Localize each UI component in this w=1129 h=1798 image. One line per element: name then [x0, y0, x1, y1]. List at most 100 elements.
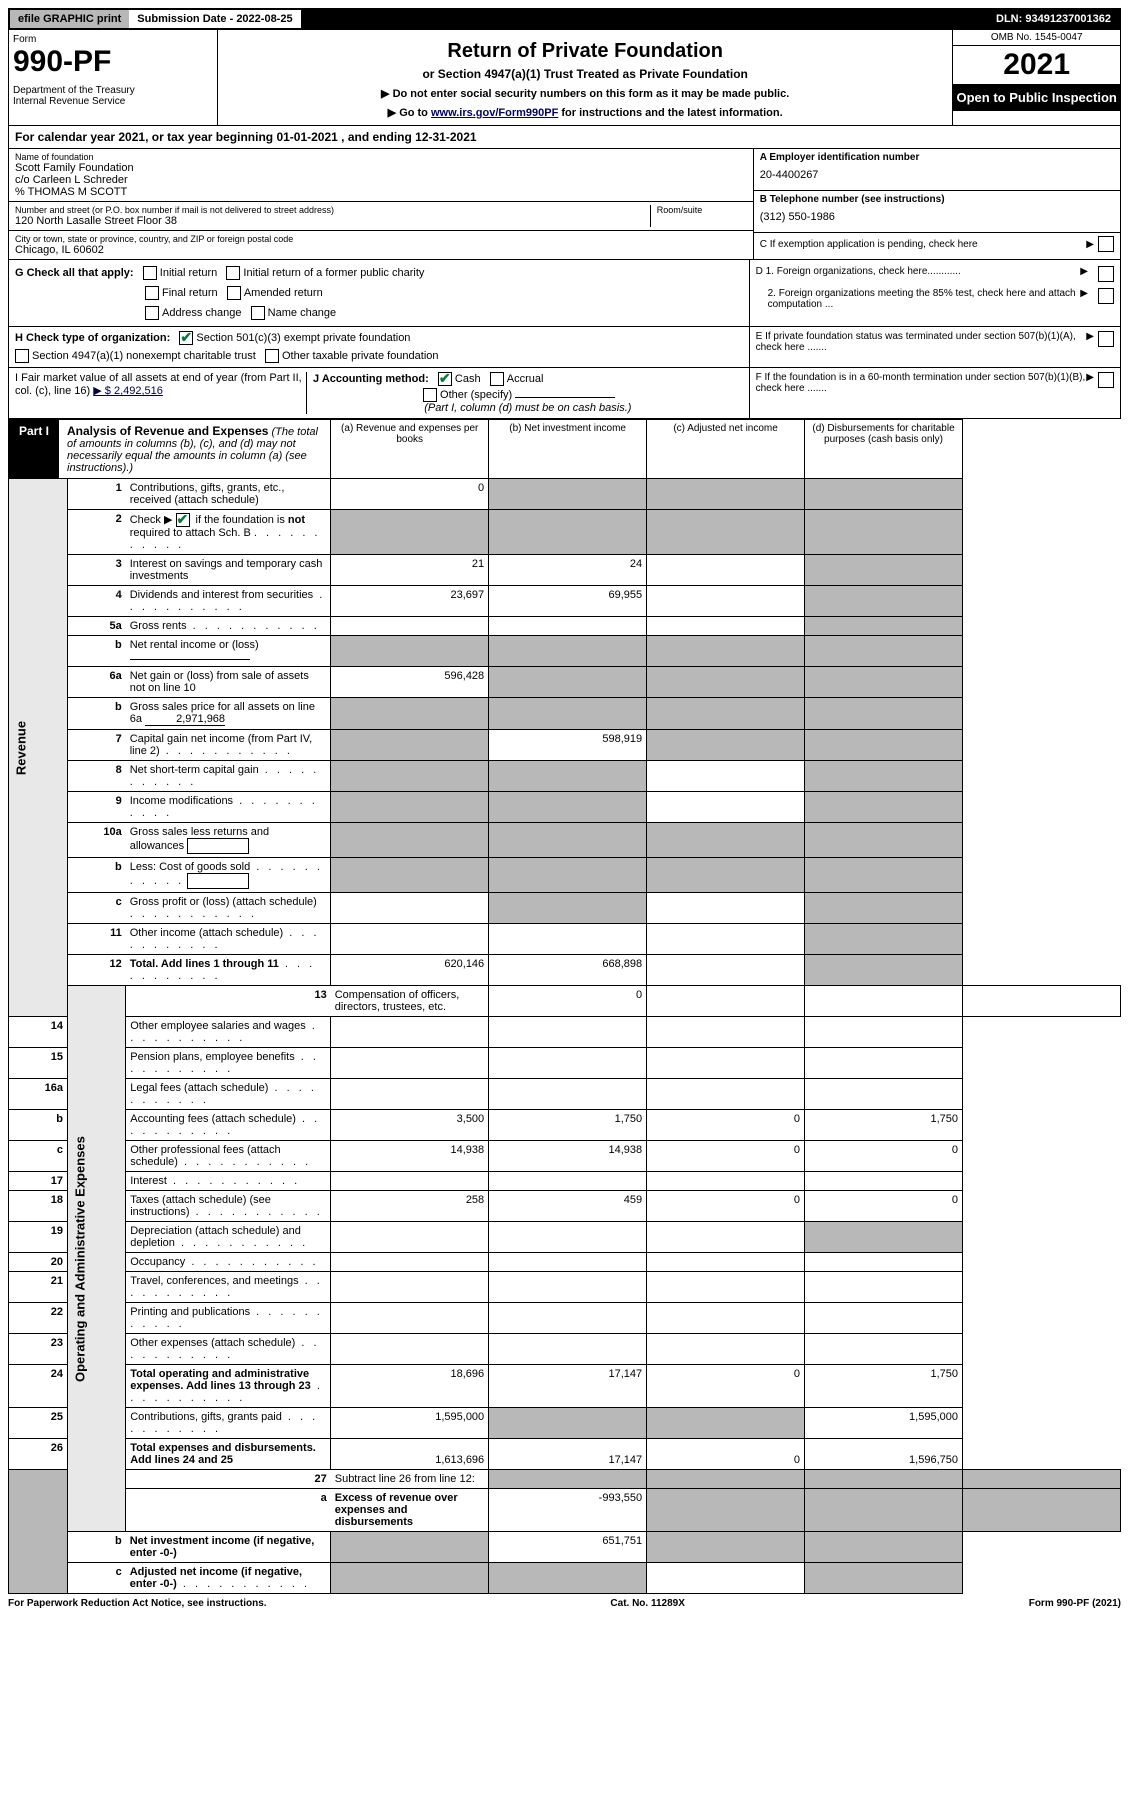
- e-label: E If private foundation status was termi…: [756, 331, 1087, 353]
- ein-value: 20-4400267: [760, 163, 1114, 187]
- line-10b-desc: Less: Cost of goods sold: [126, 858, 331, 893]
- footer-right: Form 990-PF (2021): [1029, 1598, 1121, 1609]
- checkbox-name-change[interactable]: [251, 306, 265, 320]
- submission-date: Submission Date - 2022-08-25: [129, 10, 300, 28]
- line-num: 3: [68, 555, 126, 586]
- j-label: J Accounting method:: [313, 373, 429, 385]
- line-3-a: 21: [331, 555, 489, 586]
- line-12-desc: Total. Add lines 1 through 11: [126, 955, 331, 986]
- line-6b-value: 2,971,968: [145, 713, 225, 726]
- line-5b-desc: Net rental income or (loss): [126, 636, 331, 667]
- line-4-b: 69,955: [489, 586, 647, 617]
- checkbox-e[interactable]: [1098, 331, 1114, 347]
- line-22-desc: Printing and publications: [126, 1303, 331, 1334]
- line-20-desc: Occupancy: [126, 1253, 331, 1272]
- checkbox-cash[interactable]: [438, 372, 452, 386]
- line-3-b: 24: [489, 555, 647, 586]
- line-num: 14: [9, 1017, 68, 1048]
- line-num: 20: [9, 1253, 68, 1272]
- revenue-section-label: Revenue: [9, 479, 68, 1017]
- part-1-title-text: Analysis of Revenue and Expenses: [67, 424, 268, 438]
- page-footer: For Paperwork Reduction Act Notice, see …: [8, 1594, 1121, 1609]
- calendar-year-line: For calendar year 2021, or tax year begi…: [8, 126, 1121, 149]
- arrow-icon: ▶: [1086, 331, 1094, 353]
- note-2-pre: ▶ Go to: [388, 107, 431, 119]
- line-16b-d: 1,750: [805, 1110, 963, 1141]
- line-18-a: 258: [331, 1191, 489, 1222]
- arrow-icon: ▶: [1080, 266, 1088, 277]
- checkbox-final-return[interactable]: [145, 286, 159, 300]
- line-14-desc: Other employee salaries and wages: [126, 1017, 331, 1048]
- h-opt-2: Section 4947(a)(1) nonexempt charitable …: [32, 350, 256, 362]
- checkbox-other-method[interactable]: [423, 388, 437, 402]
- line-4-a: 23,697: [331, 586, 489, 617]
- j-note: (Part I, column (d) must be on cash basi…: [313, 402, 743, 414]
- checkbox-accrual[interactable]: [490, 372, 504, 386]
- checkbox-d2[interactable]: [1098, 288, 1114, 304]
- line-num: 8: [68, 761, 126, 792]
- checkbox-501c3[interactable]: [179, 331, 193, 345]
- line-num: 19: [9, 1222, 68, 1253]
- line-18-c: 0: [647, 1191, 805, 1222]
- line-4-desc: Dividends and interest from securities: [126, 586, 331, 617]
- section-h-e: H Check type of organization: Section 50…: [8, 327, 1121, 368]
- line-2-desc: Check ▶ if the foundation is not require…: [126, 510, 331, 555]
- checkbox-d1[interactable]: [1098, 266, 1114, 282]
- line-num: 12: [68, 955, 126, 986]
- line-27-desc: Subtract line 26 from line 12:: [331, 1470, 489, 1489]
- efile-print-label[interactable]: efile GRAPHIC print: [10, 10, 129, 28]
- cell-shaded: [489, 479, 647, 510]
- cell-shaded: [805, 479, 963, 510]
- checkbox-initial-return[interactable]: [143, 266, 157, 280]
- line-25-d: 1,595,000: [805, 1408, 963, 1439]
- line-16b-c: 0: [647, 1110, 805, 1141]
- line-27a-desc: Excess of revenue over expenses and disb…: [331, 1489, 489, 1532]
- line-3-desc: Interest on savings and temporary cash i…: [126, 555, 331, 586]
- checkbox-initial-former[interactable]: [226, 266, 240, 280]
- street-address: 120 North Lasalle Street Floor 38: [15, 215, 650, 227]
- checkbox-f[interactable]: [1098, 372, 1114, 388]
- line-11-desc: Other income (attach schedule): [126, 924, 331, 955]
- col-c-header: (c) Adjusted net income: [647, 420, 805, 479]
- line-24-b: 17,147: [489, 1365, 647, 1408]
- line-27b-b: 651,751: [489, 1532, 647, 1563]
- line-7-b: 598,919: [489, 730, 647, 761]
- line-num: 15: [9, 1048, 68, 1079]
- instructions-link[interactable]: www.irs.gov/Form990PF: [431, 107, 558, 119]
- line-16c-c: 0: [647, 1141, 805, 1172]
- top-bar: efile GRAPHIC print Submission Date - 20…: [8, 8, 1121, 30]
- checkbox-amended[interactable]: [227, 286, 241, 300]
- line-num: b: [68, 858, 126, 893]
- line-27c-desc: Adjusted net income (if negative, enter …: [126, 1563, 331, 1594]
- entity-info: Name of foundation Scott Family Foundati…: [8, 149, 1121, 260]
- checkbox-4947[interactable]: [15, 349, 29, 363]
- line-num: b: [68, 698, 126, 730]
- line-6a-desc: Net gain or (loss) from sale of assets n…: [126, 667, 331, 698]
- checkbox-c[interactable]: [1098, 236, 1114, 252]
- checkbox-sch-b[interactable]: [176, 513, 190, 527]
- line-num: 27: [126, 1470, 331, 1489]
- line-num: 23: [9, 1334, 68, 1365]
- line-6a-a: 596,428: [331, 667, 489, 698]
- h-opt-3: Other taxable private foundation: [282, 350, 439, 362]
- omb-number: OMB No. 1545-0047: [953, 30, 1120, 46]
- h-label: H Check type of organization:: [15, 332, 170, 344]
- form-number: 990-PF: [13, 45, 213, 79]
- checkbox-other-taxable[interactable]: [265, 349, 279, 363]
- g-opt-3: Amended return: [244, 287, 323, 299]
- line-num: b: [9, 1110, 68, 1141]
- h-opt-1: Section 501(c)(3) exempt private foundat…: [196, 332, 410, 344]
- line-num: 21: [9, 1272, 68, 1303]
- line-1-desc: Contributions, gifts, grants, etc., rece…: [126, 479, 331, 510]
- checkbox-address-change[interactable]: [145, 306, 159, 320]
- room-label: Room/suite: [657, 205, 747, 215]
- arrow-icon: ▶: [1086, 239, 1094, 250]
- line-num: 25: [9, 1408, 68, 1439]
- tax-year: 2021: [953, 46, 1120, 84]
- dln-label: DLN: 93491237001362: [988, 10, 1119, 28]
- j-other: Other (specify): [440, 389, 512, 401]
- f-label: F If the foundation is in a 60-month ter…: [756, 372, 1087, 394]
- section-g-d: G Check all that apply: Initial return I…: [8, 260, 1121, 327]
- line-25-a: 1,595,000: [331, 1408, 489, 1439]
- d2-label: 2. Foreign organizations meeting the 85%…: [756, 288, 1077, 310]
